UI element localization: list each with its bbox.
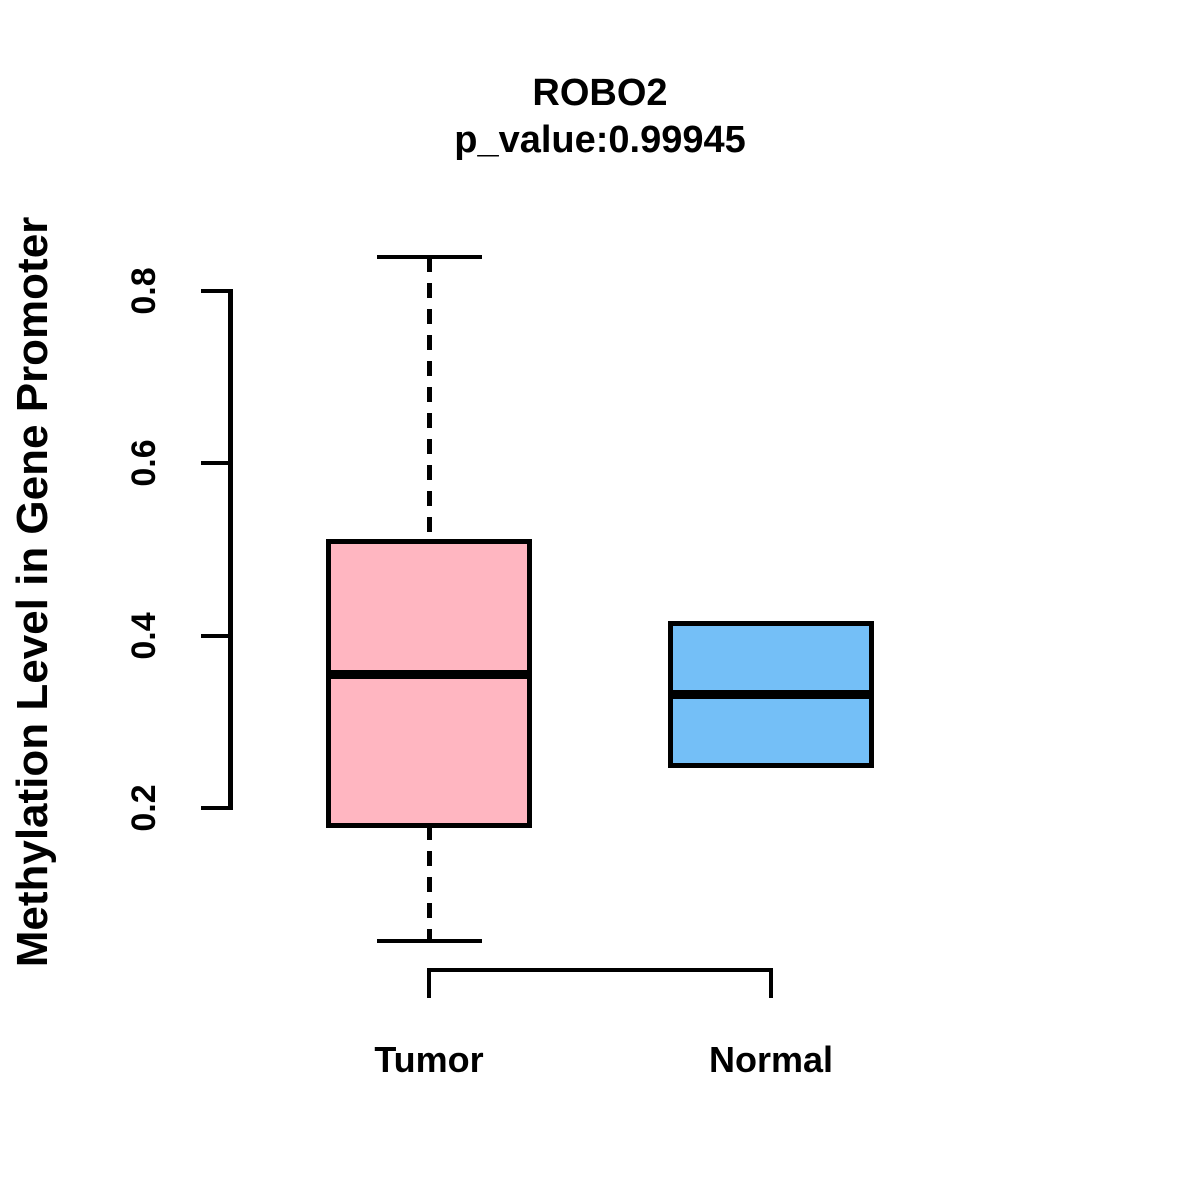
y-tick — [201, 289, 230, 293]
y-tick-label: 0.6 — [125, 439, 163, 487]
y-tick — [201, 633, 230, 638]
lower-whisker-tumor — [427, 825, 432, 941]
y-axis-label: Methylation Level in Gene Promoter — [8, 216, 57, 968]
y-axis-line — [228, 289, 233, 810]
median-line-normal — [668, 690, 874, 700]
x-axis-tick-right — [769, 968, 773, 998]
x-category-label-normal: Normal — [708, 1039, 834, 1080]
median-line-tumor — [326, 670, 532, 680]
chart-title: ROBO2 — [532, 72, 668, 114]
box-tumor — [326, 538, 532, 829]
upper-whisker-tumor — [427, 256, 432, 541]
y-tick-label: 0.8 — [125, 267, 163, 315]
x-axis-line — [427, 968, 773, 972]
y-tick — [201, 461, 230, 466]
y-tick-label: 0.2 — [125, 784, 163, 832]
y-tick-label: 0.4 — [125, 612, 163, 660]
lower-whisker-cap-tumor — [376, 938, 482, 943]
chart-subtitle: p_value:0.99945 — [454, 119, 746, 161]
y-tick — [201, 806, 230, 810]
upper-whisker-cap-tumor — [376, 254, 482, 259]
x-category-label-tumor: Tumor — [374, 1039, 484, 1080]
x-axis-tick-left — [427, 968, 431, 998]
